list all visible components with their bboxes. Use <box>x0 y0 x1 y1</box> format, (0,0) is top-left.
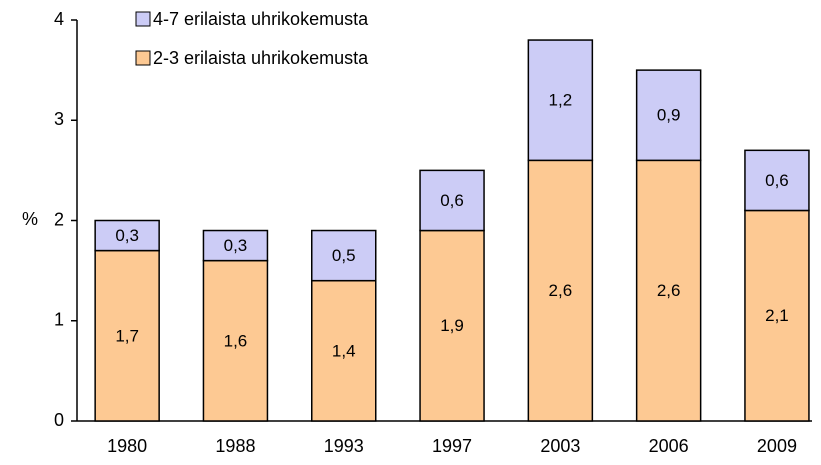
bar-segment <box>94 249 160 422</box>
value-label: 0,9 <box>657 106 681 125</box>
bar-segment <box>311 229 377 282</box>
legend-label: 2-3 erilaista uhrikokemusta <box>153 48 369 68</box>
legend-label: 4-7 erilaista uhrikokemusta <box>153 9 369 29</box>
legend-swatch <box>135 50 151 66</box>
bar-segment <box>635 69 702 162</box>
y-axis-label: % <box>22 209 38 229</box>
y-tick-label: 0 <box>54 410 64 430</box>
value-label: 0,6 <box>440 191 464 210</box>
x-tick-label: 1993 <box>324 436 364 456</box>
y-tick-label: 1 <box>54 310 64 330</box>
bar-segment <box>311 279 377 422</box>
x-tick-label: 1980 <box>107 436 147 456</box>
x-tick-label: 1997 <box>432 436 472 456</box>
y-tick-label: 4 <box>54 9 64 29</box>
bar-segment <box>419 169 485 232</box>
bar-segment <box>744 149 810 212</box>
bar-segment <box>527 159 594 422</box>
bar-segment <box>94 219 160 252</box>
value-label: 1,2 <box>549 91 573 110</box>
value-label: 1,7 <box>115 326 139 345</box>
value-label: 2,6 <box>657 281 681 300</box>
value-label: 0,6 <box>765 171 789 190</box>
value-label: 2,6 <box>549 281 573 300</box>
y-tick-label: 3 <box>54 109 64 129</box>
value-label: 0,3 <box>115 226 139 245</box>
y-tick-label: 2 <box>54 209 64 229</box>
bar-segment <box>527 39 594 162</box>
value-label: 2,1 <box>765 306 789 325</box>
x-tick-label: 2006 <box>649 436 689 456</box>
value-label: 0,5 <box>332 246 356 265</box>
x-tick-label: 2003 <box>540 436 580 456</box>
value-label: 0,3 <box>224 236 248 255</box>
legend-swatch <box>135 11 151 27</box>
value-label: 1,9 <box>440 316 464 335</box>
bar-segment <box>635 159 702 422</box>
bar-segment <box>202 229 269 262</box>
bar-segment <box>744 209 810 422</box>
x-tick-label: 1988 <box>215 436 255 456</box>
value-label: 1,6 <box>224 331 248 350</box>
bar-segment <box>202 259 269 422</box>
x-tick-label: 2009 <box>757 436 797 456</box>
value-label: 1,4 <box>332 341 356 360</box>
bar-segment <box>419 229 485 422</box>
